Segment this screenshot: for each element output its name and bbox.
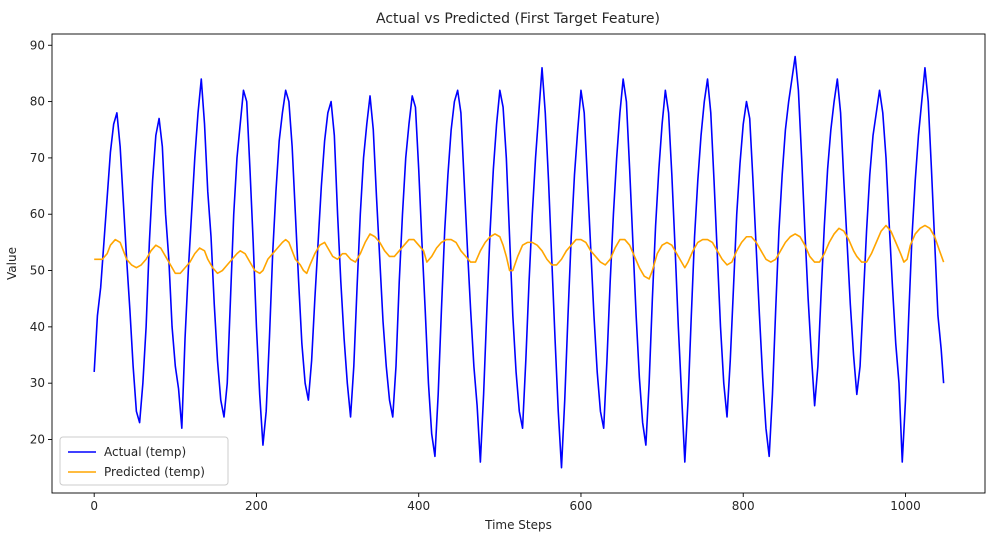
y-tick-label: 50 [30, 264, 45, 278]
legend-label-actual: Actual (temp) [104, 445, 186, 459]
series-layer [93, 55, 945, 469]
series-line-predicted [94, 224, 945, 280]
x-tick-label: 0 [90, 499, 98, 513]
plot-area [52, 34, 985, 493]
y-tick-label: 80 [30, 95, 45, 109]
legend: Actual (temp) Predicted (temp) [59, 436, 229, 486]
series-line-actual [93, 55, 945, 469]
x-tick-label: 200 [245, 499, 268, 513]
y-tick-label: 30 [30, 376, 45, 390]
x-tick-label: 1000 [890, 499, 921, 513]
x-tick-label: 400 [407, 499, 430, 513]
x-axis-label: Time Steps [484, 518, 552, 532]
y-tick-label: 60 [30, 207, 45, 221]
axes-frame [51, 33, 986, 494]
y-tick-label: 40 [30, 320, 45, 334]
y-tick-label: 90 [30, 38, 45, 52]
y-axis-label: Value [5, 247, 19, 280]
x-tick-label: 600 [570, 499, 593, 513]
y-tick-label: 70 [30, 151, 45, 165]
legend-box [59, 436, 229, 486]
legend-label-predicted: Predicted (temp) [104, 465, 205, 479]
chart-title: Actual vs Predicted (First Target Featur… [376, 11, 660, 27]
y-tick-label: 20 [30, 432, 45, 446]
axes-layer: 0 200 400 600 800 1000 20 30 40 50 60 70 80 90 [30, 33, 986, 513]
x-tick-label: 800 [732, 499, 755, 513]
